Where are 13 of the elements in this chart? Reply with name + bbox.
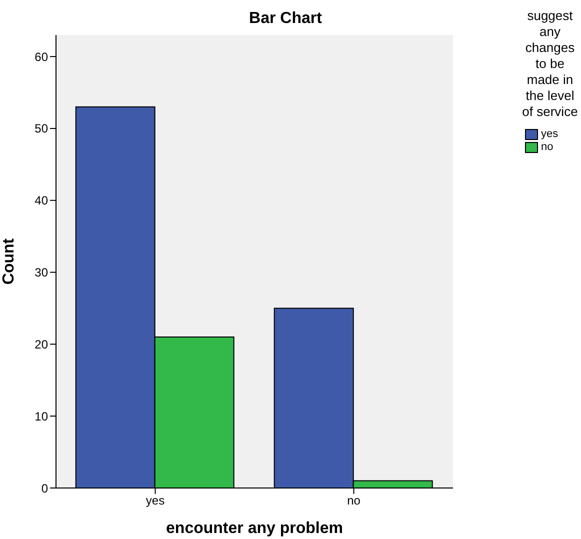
y-tick-label: 0: [41, 481, 48, 496]
y-tick-label: 30: [34, 266, 48, 280]
y-tick-label: 50: [34, 122, 48, 136]
legend-label: yes: [541, 128, 558, 141]
y-tick-label: 60: [34, 50, 48, 64]
y-tick-label: 20: [34, 337, 48, 352]
y-tick-label: 10: [34, 409, 48, 424]
y-tick-label: 40: [34, 194, 48, 208]
x-axis-title: encounter any problem: [166, 520, 343, 537]
legend-title: suggest any changes to be made in the level of service: [521, 8, 579, 120]
y-axis-title: Count: [0, 238, 18, 285]
chart-title: Bar Chart: [248, 10, 323, 28]
legend-label: no: [541, 141, 554, 154]
